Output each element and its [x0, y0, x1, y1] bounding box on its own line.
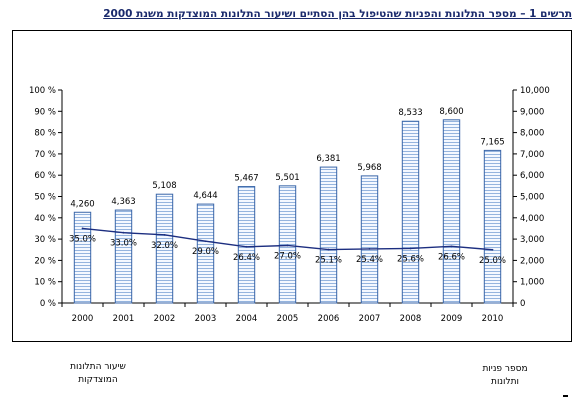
bar-value-label: 8,533: [398, 108, 422, 118]
legend-rate-line-1: שיעור התלונות: [70, 362, 126, 372]
corner-dash: [563, 395, 568, 397]
bar: [319, 166, 338, 304]
rate-value-label: 33.0%: [110, 239, 137, 249]
rate-point: [368, 247, 371, 250]
bar-value-label: 4,644: [193, 191, 217, 201]
y-left-tick-label: 50 %: [34, 193, 56, 203]
chart-frame: 0 % 10 % 20 % 30 % 40 % 50 % 60 % 70 % 80 % 90 % 1…: [12, 30, 572, 342]
rate-point: [81, 227, 84, 230]
y-right-tick-label: 2,000: [520, 256, 544, 266]
x-tick-label: 2002: [154, 314, 176, 324]
rate-point: [450, 245, 453, 248]
bar-value-label: 4,260: [70, 199, 94, 209]
bar: [360, 175, 379, 304]
rate-value-label: 25.1%: [315, 256, 342, 266]
rate-value-label: 26.4%: [233, 253, 260, 263]
y-left-tick-label: 90 %: [34, 107, 56, 117]
x-tick-label: 2004: [236, 314, 258, 324]
rate-point: [327, 248, 330, 251]
x-tick-label: 2005: [277, 314, 299, 324]
rate-point: [163, 233, 166, 236]
bar: [73, 211, 92, 304]
bar-value-label: 7,165: [480, 137, 504, 147]
y-left-tick-label: 30 %: [34, 235, 56, 245]
bar: [114, 209, 133, 304]
x-tick-label: 2006: [318, 314, 340, 324]
y-left-tick-label: 0 %: [40, 299, 56, 309]
rate-value-label: 32.0%: [151, 241, 178, 251]
y-left-tick-label: 20 %: [34, 256, 56, 266]
rate-point: [204, 240, 207, 243]
legend-count-label: מספר פניות ותלונות: [460, 363, 550, 389]
x-tick-label: 2000: [72, 314, 94, 324]
rate-value-label: 29.0%: [192, 247, 219, 257]
bar-value-label: 4,363: [111, 197, 135, 207]
x-tick-label: 2003: [195, 314, 217, 324]
x-tick-label: 2009: [441, 314, 463, 324]
rate-point: [122, 231, 125, 234]
legend-rate-label: שיעור התלונות המוצדקות: [48, 361, 148, 387]
rate-value-label: 25.0%: [479, 256, 506, 266]
bar-value-label: 5,467: [234, 174, 258, 184]
y-right-tick-label: 6,000: [520, 171, 544, 181]
bar: [155, 193, 174, 304]
bar-value-label: 5,108: [152, 181, 176, 191]
bar: [237, 186, 256, 304]
bar-value-label: 5,501: [275, 173, 299, 183]
rate-point: [286, 244, 289, 247]
legend-count-line-2: ותלונות: [491, 377, 519, 387]
rate-point: [409, 247, 412, 250]
x-tick-label: 2010: [482, 314, 504, 324]
rate-point: [245, 245, 248, 248]
y-right-tick-label: 9,000: [520, 107, 544, 117]
x-tick-label: 2008: [400, 314, 422, 324]
bar: [278, 185, 297, 304]
x-tick-label: 2007: [359, 314, 381, 324]
rate-value-label: 26.6%: [438, 252, 465, 262]
bar-value-label: 8,600: [439, 107, 463, 117]
bar: [196, 203, 215, 304]
y-left-tick-label: 100 %: [29, 86, 56, 96]
bar-value-label: 5,968: [357, 163, 381, 173]
y-right-tick-label: 10,000: [520, 86, 550, 96]
chart-title: תרשים 1 – מספר התלונות והפניות שהטיפול ב…: [103, 8, 572, 20]
rate-value-label: 25.6%: [397, 254, 424, 264]
legend-rate-line-2: המוצדקות: [78, 375, 118, 385]
y-right-tick-label: 1,000: [520, 278, 544, 288]
bar: [442, 119, 461, 304]
y-right-tick-label: 5,000: [520, 193, 544, 203]
chart-svg: 0 % 10 % 20 % 30 % 40 % 50 % 60 % 70 % 80 % 90 % 1…: [29, 86, 550, 324]
y-right-tick-label: 8,000: [520, 129, 544, 139]
bar: [483, 149, 502, 304]
y-left-tick-label: 10 %: [34, 278, 56, 288]
y-right-tick-label: 4,000: [520, 214, 544, 224]
y-left-tick-label: 40 %: [34, 214, 56, 224]
legend-count-line-1: מספר פניות: [482, 364, 528, 374]
x-tick-label: 2001: [113, 314, 135, 324]
y-right-tick-label: 3,000: [520, 235, 544, 245]
y-left-tick-label: 60 %: [34, 171, 56, 181]
y-right-tick-label: 0: [520, 299, 525, 309]
rate-value-label: 35.0%: [69, 234, 96, 244]
bar-value-label: 6,381: [316, 154, 340, 164]
rate-value-label: 27.0%: [274, 251, 301, 261]
y-right-tick-label: 7,000: [520, 150, 544, 160]
rate-value-label: 25.4%: [356, 255, 383, 265]
y-left-tick-label: 80 %: [34, 129, 56, 139]
y-left-tick-label: 70 %: [34, 150, 56, 160]
bar: [401, 120, 420, 304]
rate-point: [491, 248, 494, 251]
